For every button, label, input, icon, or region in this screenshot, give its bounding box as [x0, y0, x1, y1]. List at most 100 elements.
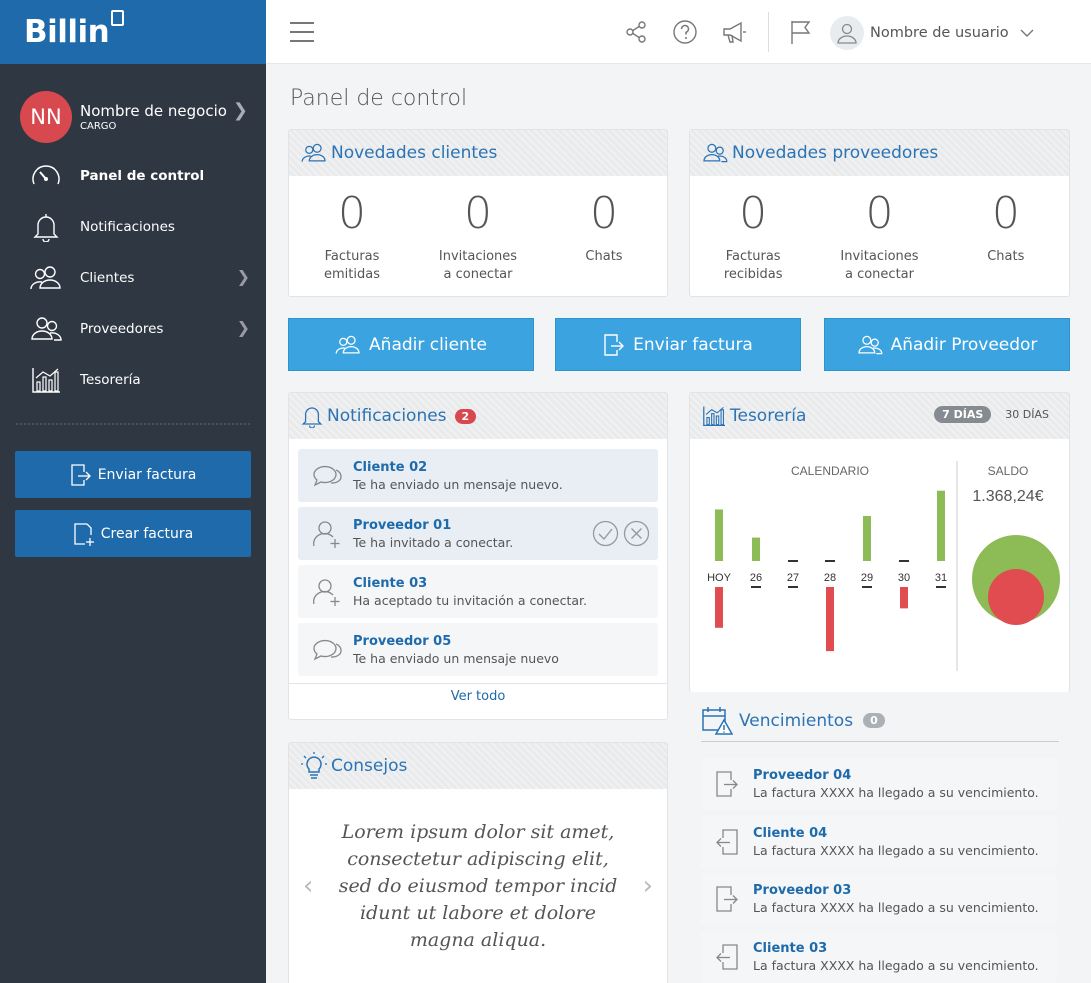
income-bar — [715, 509, 723, 561]
notification-title: Cliente 03 — [353, 575, 428, 591]
list-item[interactable]: Cliente 03 Ha aceptado tu invitación a co… — [298, 565, 658, 618]
send-invoice-label: Enviar factura — [97, 466, 197, 483]
topbar: Nombre de usuario — [266, 0, 1091, 64]
stat-invoices-received[interactable]: 0 Facturas recibidas — [690, 190, 816, 284]
accept-icon[interactable] — [592, 520, 619, 551]
expense-bar — [715, 587, 723, 628]
help-icon[interactable] — [671, 18, 699, 46]
logo-mark-icon — [111, 10, 125, 26]
business-selector[interactable]: NN Nombre de negocio CARGO ❯ — [0, 64, 266, 150]
list-item[interactable]: Proveedor 04 La factura XXXX ha llegado a… — [701, 758, 1057, 810]
treasury-card: Tesorería 7 DÍAS 30 DÍAS CALENDARIO SALD… — [689, 392, 1070, 692]
stat-label: Invitaciones a conectar — [840, 249, 919, 282]
sidebar-item-label: Panel de control — [80, 167, 205, 184]
gauge-icon — [30, 160, 62, 192]
hamburger-menu-icon[interactable] — [290, 22, 314, 42]
share-icon[interactable] — [622, 18, 650, 46]
stat-label: Facturas emitidas — [324, 249, 380, 282]
megaphone-icon[interactable] — [720, 18, 748, 46]
next-tip-icon[interactable]: › — [642, 871, 653, 901]
balance-value: 1.368,24€ — [972, 488, 1043, 505]
card-header: Notificaciones 2 — [289, 393, 667, 439]
send-invoice-sidebar-button[interactable]: Enviar factura — [15, 451, 251, 498]
stat-value: 0 — [464, 188, 492, 239]
sidebar-item-tesoreria[interactable]: Tesorería — [0, 354, 266, 405]
flag-icon[interactable] — [786, 18, 814, 46]
reject-icon[interactable] — [623, 520, 650, 551]
due-text: La factura XXXX ha llegado a su vencimie… — [753, 843, 1039, 858]
logo-bar: Billin — [0, 0, 266, 64]
add-provider-button[interactable]: Añadir Proveedor — [824, 318, 1070, 371]
button-label: Añadir cliente — [369, 334, 487, 355]
card-title: Consejos — [331, 756, 408, 776]
button-label: Añadir Proveedor — [890, 334, 1038, 355]
chevron-right-icon: ❯ — [232, 100, 248, 121]
tab-7-days[interactable]: 7 DÍAS — [934, 406, 992, 423]
notifications-count-badge: 2 — [454, 408, 477, 424]
day-tick-label: 29 — [861, 572, 873, 584]
sidebar-item-notificaciones[interactable]: Notificaciones — [0, 201, 266, 252]
stat-chats[interactable]: 0 Chats — [541, 190, 667, 284]
add-client-button[interactable]: Añadir cliente — [288, 318, 534, 371]
logo[interactable]: Billin — [24, 14, 110, 50]
user-avatar-icon — [830, 16, 864, 50]
sidebar-item-panel[interactable]: Panel de control — [0, 150, 266, 201]
user-menu[interactable]: Nombre de usuario — [830, 16, 1035, 50]
chevron-right-icon: ❯ — [236, 318, 250, 337]
list-item[interactable]: Proveedor 01 Te ha invitado a conectar. — [298, 507, 658, 560]
balance-label: SALDO — [988, 464, 1029, 478]
chat-icon — [310, 463, 344, 489]
due-dates-title: Vencimientos — [739, 710, 854, 731]
list-item[interactable]: Cliente 04 La factura XXXX ha llegado a s… — [701, 816, 1057, 868]
list-item[interactable]: Cliente 02 Te ha enviado un mensaje nuevo… — [298, 449, 658, 502]
stat-value: 0 — [991, 188, 1020, 239]
clients-icon — [30, 262, 62, 294]
due-title: Proveedor 04 — [753, 768, 852, 783]
see-all-link[interactable]: Ver todo — [289, 683, 667, 711]
card-title: Novedades clientes — [331, 143, 498, 163]
stat-label: Facturas recibidas — [723, 249, 783, 282]
topbar-divider — [768, 12, 769, 52]
sidebar-item-proveedores[interactable]: Proveedores ❯ — [0, 303, 266, 354]
tip-text: Lorem ipsum dolor sit amet, consectetur … — [338, 821, 618, 951]
day-tick-label: HOY — [707, 572, 732, 584]
send-invoice-button[interactable]: Enviar factura — [555, 318, 801, 371]
list-item[interactable]: Proveedor 03 La factura XXXX ha llegado a… — [701, 873, 1057, 925]
stat-chats[interactable]: 0 Chats — [943, 190, 1069, 284]
user-name: Nombre de usuario — [870, 25, 1009, 41]
notifications-list: Cliente 02 Te ha enviado un mensaje nuevo… — [289, 439, 667, 683]
clients-icon — [335, 334, 361, 356]
sidebar-item-clientes[interactable]: Clientes ❯ — [0, 252, 266, 303]
notification-title: Cliente 02 — [353, 459, 428, 475]
invoice-send-icon — [603, 333, 625, 357]
card-header: Novedades proveedores — [690, 130, 1069, 176]
income-bar — [863, 516, 871, 561]
stat-value: 0 — [590, 188, 618, 239]
stat-invoices-issued[interactable]: 0 Facturas emitidas — [289, 190, 415, 284]
calendar-bars: HOY 26 27 28 29 30 31 — [707, 490, 947, 652]
stat-invitations[interactable]: 0 Invitaciones a conectar — [816, 190, 942, 284]
calendar-warning-icon — [701, 706, 733, 736]
bell-icon — [301, 404, 323, 428]
business-role: CARGO — [80, 121, 117, 132]
list-item[interactable]: Proveedor 05 Te ha enviado un mensaje nue… — [298, 623, 658, 676]
tab-30-days[interactable]: 30 DÍAS — [1005, 408, 1049, 421]
list-item[interactable]: Cliente 03 La factura XXXX ha llegado a s… — [701, 931, 1057, 983]
chart-icon — [702, 405, 726, 427]
sidebar-item-label: Proveedores — [80, 320, 164, 337]
income-bar — [937, 490, 945, 561]
due-dates-header: Vencimientos 0 — [701, 700, 1059, 742]
stat-label: Chats — [987, 249, 1025, 264]
expense-bar — [900, 587, 908, 609]
chevron-right-icon: ❯ — [236, 267, 250, 286]
stat-invitations[interactable]: 0 Invitaciones a conectar — [415, 190, 541, 284]
due-dates-count-badge: 0 — [863, 713, 885, 728]
day-tick-label: 30 — [898, 572, 910, 584]
create-invoice-sidebar-button[interactable]: Crear factura — [15, 510, 251, 557]
sidebar-nav: Panel de control Notificaciones Clientes… — [0, 150, 266, 405]
previous-tip-icon[interactable]: ‹ — [303, 871, 314, 901]
invoice-in-icon — [715, 943, 741, 971]
stat-label: Invitaciones a conectar — [438, 249, 518, 282]
notification-title: Proveedor 05 — [353, 633, 452, 649]
notifications-card: Notificaciones 2 Cliente 02 Te ha enviado… — [288, 392, 668, 720]
